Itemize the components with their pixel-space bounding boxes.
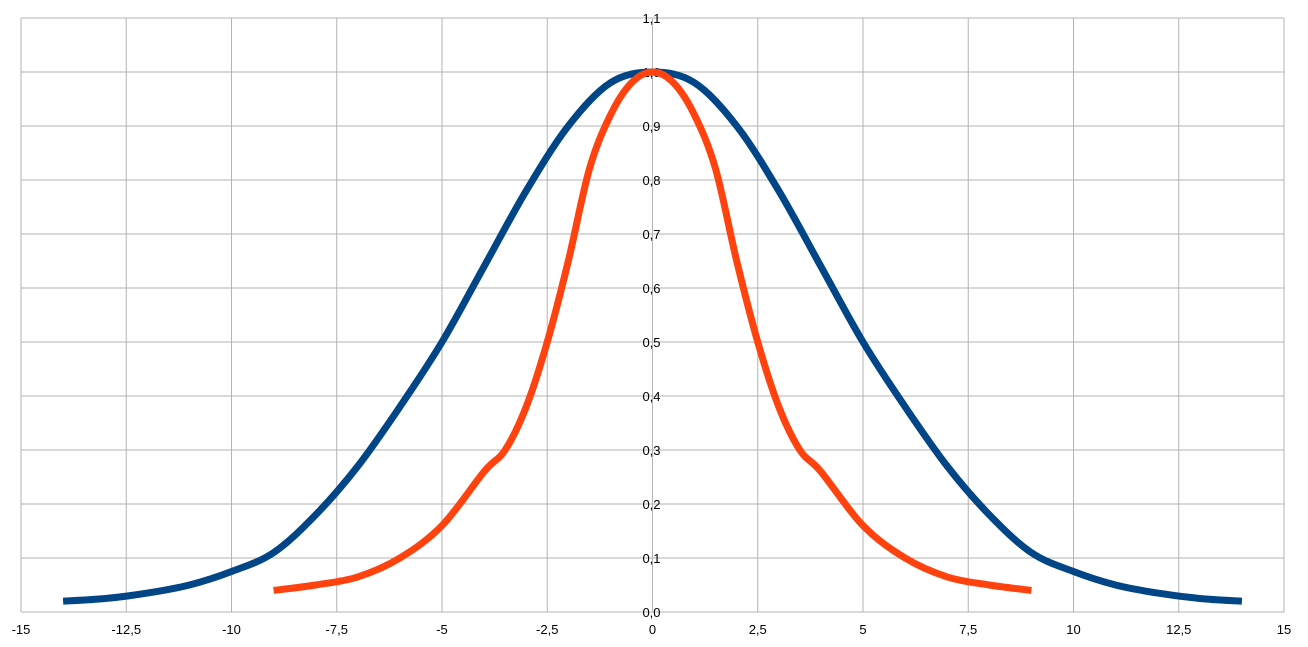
x-tick-label: -7,5 [326,622,348,637]
y-tick-label: 0,9 [642,119,660,134]
x-tick-label: 10 [1066,622,1080,637]
chart-grid [20,17,1285,613]
series-2-line [273,68,1032,594]
x-tick-label: -15 [12,622,31,637]
y-tick-label: 0,6 [642,281,660,296]
y-tick-label: 0,0 [642,605,660,620]
series-layer [62,68,1243,605]
y-tick-label: 0,2 [642,497,660,512]
x-tick-label: 7,5 [959,622,977,637]
x-tick-label: -10 [222,622,241,637]
y-tick-label: 0,5 [642,335,660,350]
x-tick-label: 0 [649,622,656,637]
y-axis-labels: 0,00,10,20,30,40,50,60,70,80,91,01,1 [642,11,660,620]
x-tick-label: -5 [436,622,448,637]
y-tick-label: 0,8 [642,173,660,188]
y-tick-label: 0,4 [642,389,660,404]
x-axis-labels: -15 -12,5 -10 -7,5 -5 -2,5 0 2,5 5 7,5 10 12,5 15 [12,622,1292,637]
x-tick-label: 15 [1277,622,1291,637]
y-tick-label: 0,1 [642,551,660,566]
x-tick-label: -12,5 [111,622,141,637]
y-tick-label: 0,7 [642,227,660,242]
x-tick-label: 2,5 [749,622,767,637]
y-tick-label: 1,1 [642,11,660,26]
y-tick-label: 0,3 [642,443,660,458]
x-tick-label: 12,5 [1166,622,1191,637]
x-tick-label: -2,5 [536,622,558,637]
x-tick-label: 5 [859,622,866,637]
